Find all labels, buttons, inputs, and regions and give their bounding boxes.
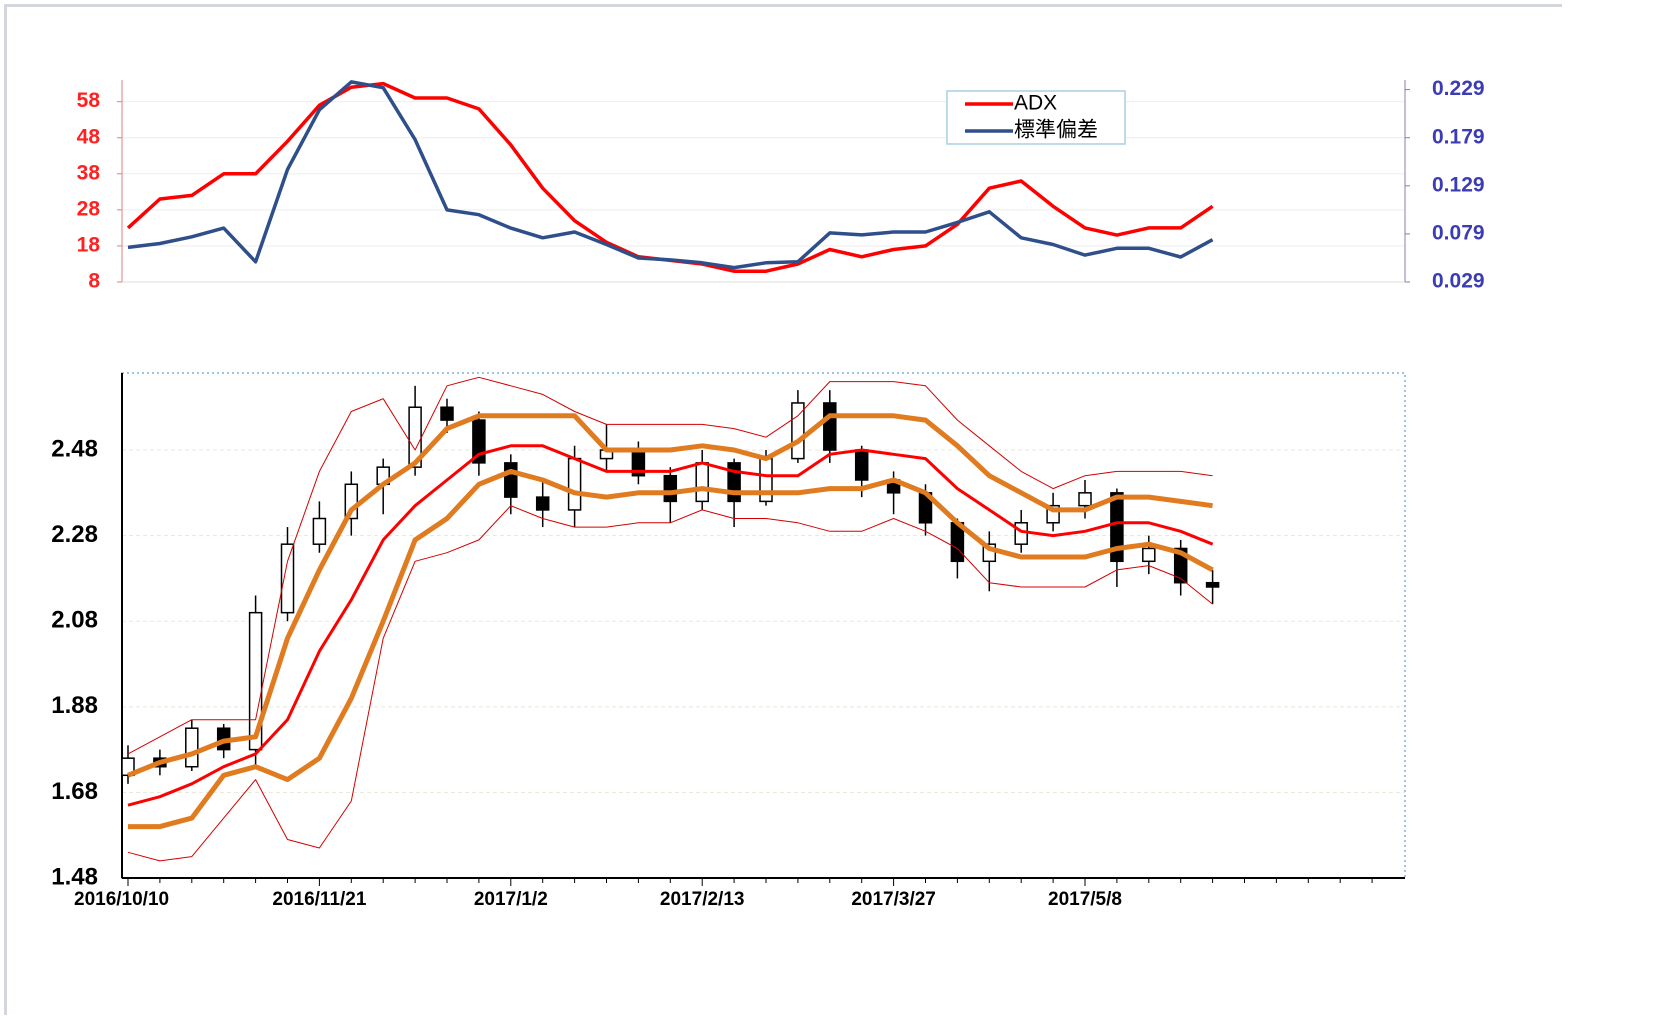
candle-body xyxy=(280,543,295,614)
y-tick-label: 28 xyxy=(77,197,101,220)
candle-body xyxy=(695,462,709,503)
x-tick-label: 2017/3/27 xyxy=(851,889,936,910)
frame xyxy=(4,4,1562,1015)
x-tick-label: 2016/10/10 xyxy=(74,889,169,910)
y-tick-label: 38 xyxy=(77,161,101,184)
band-line xyxy=(127,376,1213,755)
legend-box xyxy=(946,90,1126,145)
x-tick-label: 2016/11/21 xyxy=(272,889,366,910)
band-line xyxy=(127,444,1214,807)
legend-label: 標準偏差 xyxy=(1014,119,1098,142)
candle-body xyxy=(1078,492,1092,507)
candle-body xyxy=(1205,581,1220,588)
y-tick-label: 1.68 xyxy=(51,778,98,805)
band-line xyxy=(128,468,1214,830)
candle-body xyxy=(1014,522,1028,545)
candle-body xyxy=(504,462,518,498)
x-tick-label: 2017/1/2 xyxy=(474,889,548,910)
y-tick-label: 8 xyxy=(88,270,100,293)
candle-body xyxy=(248,611,263,751)
x-tick-label: 2017/2/13 xyxy=(660,889,745,910)
band-line xyxy=(127,505,1213,862)
x-tick-label: 2017/5/8 xyxy=(1048,889,1122,910)
y2-tick-label: 0.029 xyxy=(1432,270,1485,293)
y2-tick-label: 0.229 xyxy=(1432,77,1485,100)
candle-body xyxy=(727,462,741,503)
candle-body xyxy=(440,406,454,421)
legend-label: ADX xyxy=(1014,92,1057,115)
y-tick-label: 2.28 xyxy=(51,521,98,548)
candle-body xyxy=(1110,492,1124,563)
y-tick-label: 48 xyxy=(77,125,101,148)
candle-body xyxy=(1142,547,1156,563)
candle-body xyxy=(823,402,837,451)
y2-tick-label: 0.129 xyxy=(1432,173,1485,196)
y-tick-label: 1.48 xyxy=(51,863,98,890)
y-tick-label: 2.48 xyxy=(51,435,98,462)
candle-body xyxy=(567,457,582,511)
y-tick-label: 1.88 xyxy=(51,692,98,719)
series-line xyxy=(127,80,1214,270)
candle-body xyxy=(663,474,678,503)
candle-body xyxy=(535,496,550,511)
candle-body xyxy=(854,449,869,481)
y-tick-label: 58 xyxy=(77,89,101,112)
y-tick-label: 18 xyxy=(77,233,101,256)
candle-body xyxy=(312,517,327,545)
plot-border xyxy=(121,372,1406,879)
y-tick-label: 2.08 xyxy=(51,607,98,634)
band-line xyxy=(127,413,1213,778)
y2-tick-label: 0.179 xyxy=(1432,125,1485,148)
candle-body xyxy=(185,727,199,768)
y2-tick-label: 0.079 xyxy=(1432,221,1485,244)
